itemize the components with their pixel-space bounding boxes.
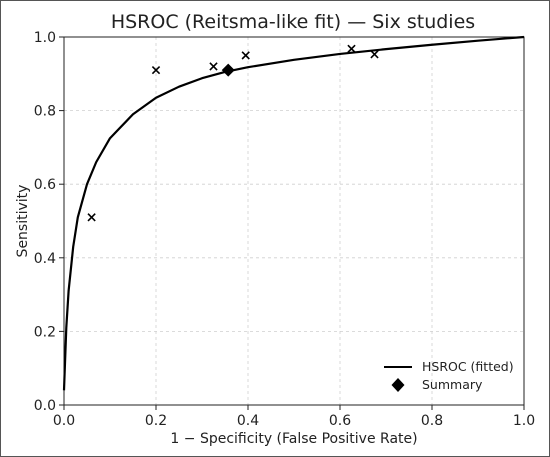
chart-title: HSROC (Reitsma-like fit) — Six studies bbox=[111, 11, 475, 33]
x-tick-label: 0.8 bbox=[421, 413, 443, 429]
y-tick-label: 0.6 bbox=[34, 177, 56, 193]
summary-point bbox=[221, 63, 235, 77]
y-tick-label: 1.0 bbox=[34, 30, 56, 46]
study-point bbox=[370, 50, 379, 59]
y-axis-ticks: 0.0 0.2 0.4 0.6 0.8 1.0 bbox=[34, 30, 64, 414]
x-axis-ticks: 0.0 0.2 0.4 0.6 0.8 1.0 bbox=[53, 405, 535, 429]
x-tick-label: 0.4 bbox=[237, 413, 259, 429]
study-point bbox=[241, 51, 250, 60]
x-tick-label: 0.2 bbox=[145, 413, 167, 429]
hsroc-curve bbox=[62, 35, 525, 391]
study-point bbox=[87, 213, 96, 222]
legend-diamond-swatch bbox=[391, 378, 405, 392]
y-axis-label: Sensitivity bbox=[15, 185, 31, 258]
grid bbox=[63, 36, 525, 406]
x-tick-label: 0.0 bbox=[53, 413, 75, 429]
y-tick-label: 0.8 bbox=[34, 104, 56, 120]
x-axis-label: 1 − Specificity (False Positive Rate) bbox=[170, 431, 417, 447]
study-point bbox=[347, 44, 356, 53]
legend-label-summary: Summary bbox=[422, 377, 483, 392]
study-point bbox=[209, 62, 218, 71]
legend: HSROC (fitted) Summary bbox=[384, 359, 514, 392]
legend-label-fitted: HSROC (fitted) bbox=[422, 359, 514, 374]
study-point bbox=[151, 65, 161, 75]
series-layer bbox=[62, 35, 525, 391]
y-tick-label: 0.2 bbox=[34, 324, 56, 340]
plot-area bbox=[63, 36, 525, 406]
x-tick-label: 0.6 bbox=[329, 413, 351, 429]
y-tick-label: 0.4 bbox=[34, 251, 56, 267]
y-tick-label: 0.0 bbox=[34, 398, 56, 414]
x-tick-label: 1.0 bbox=[513, 413, 535, 429]
